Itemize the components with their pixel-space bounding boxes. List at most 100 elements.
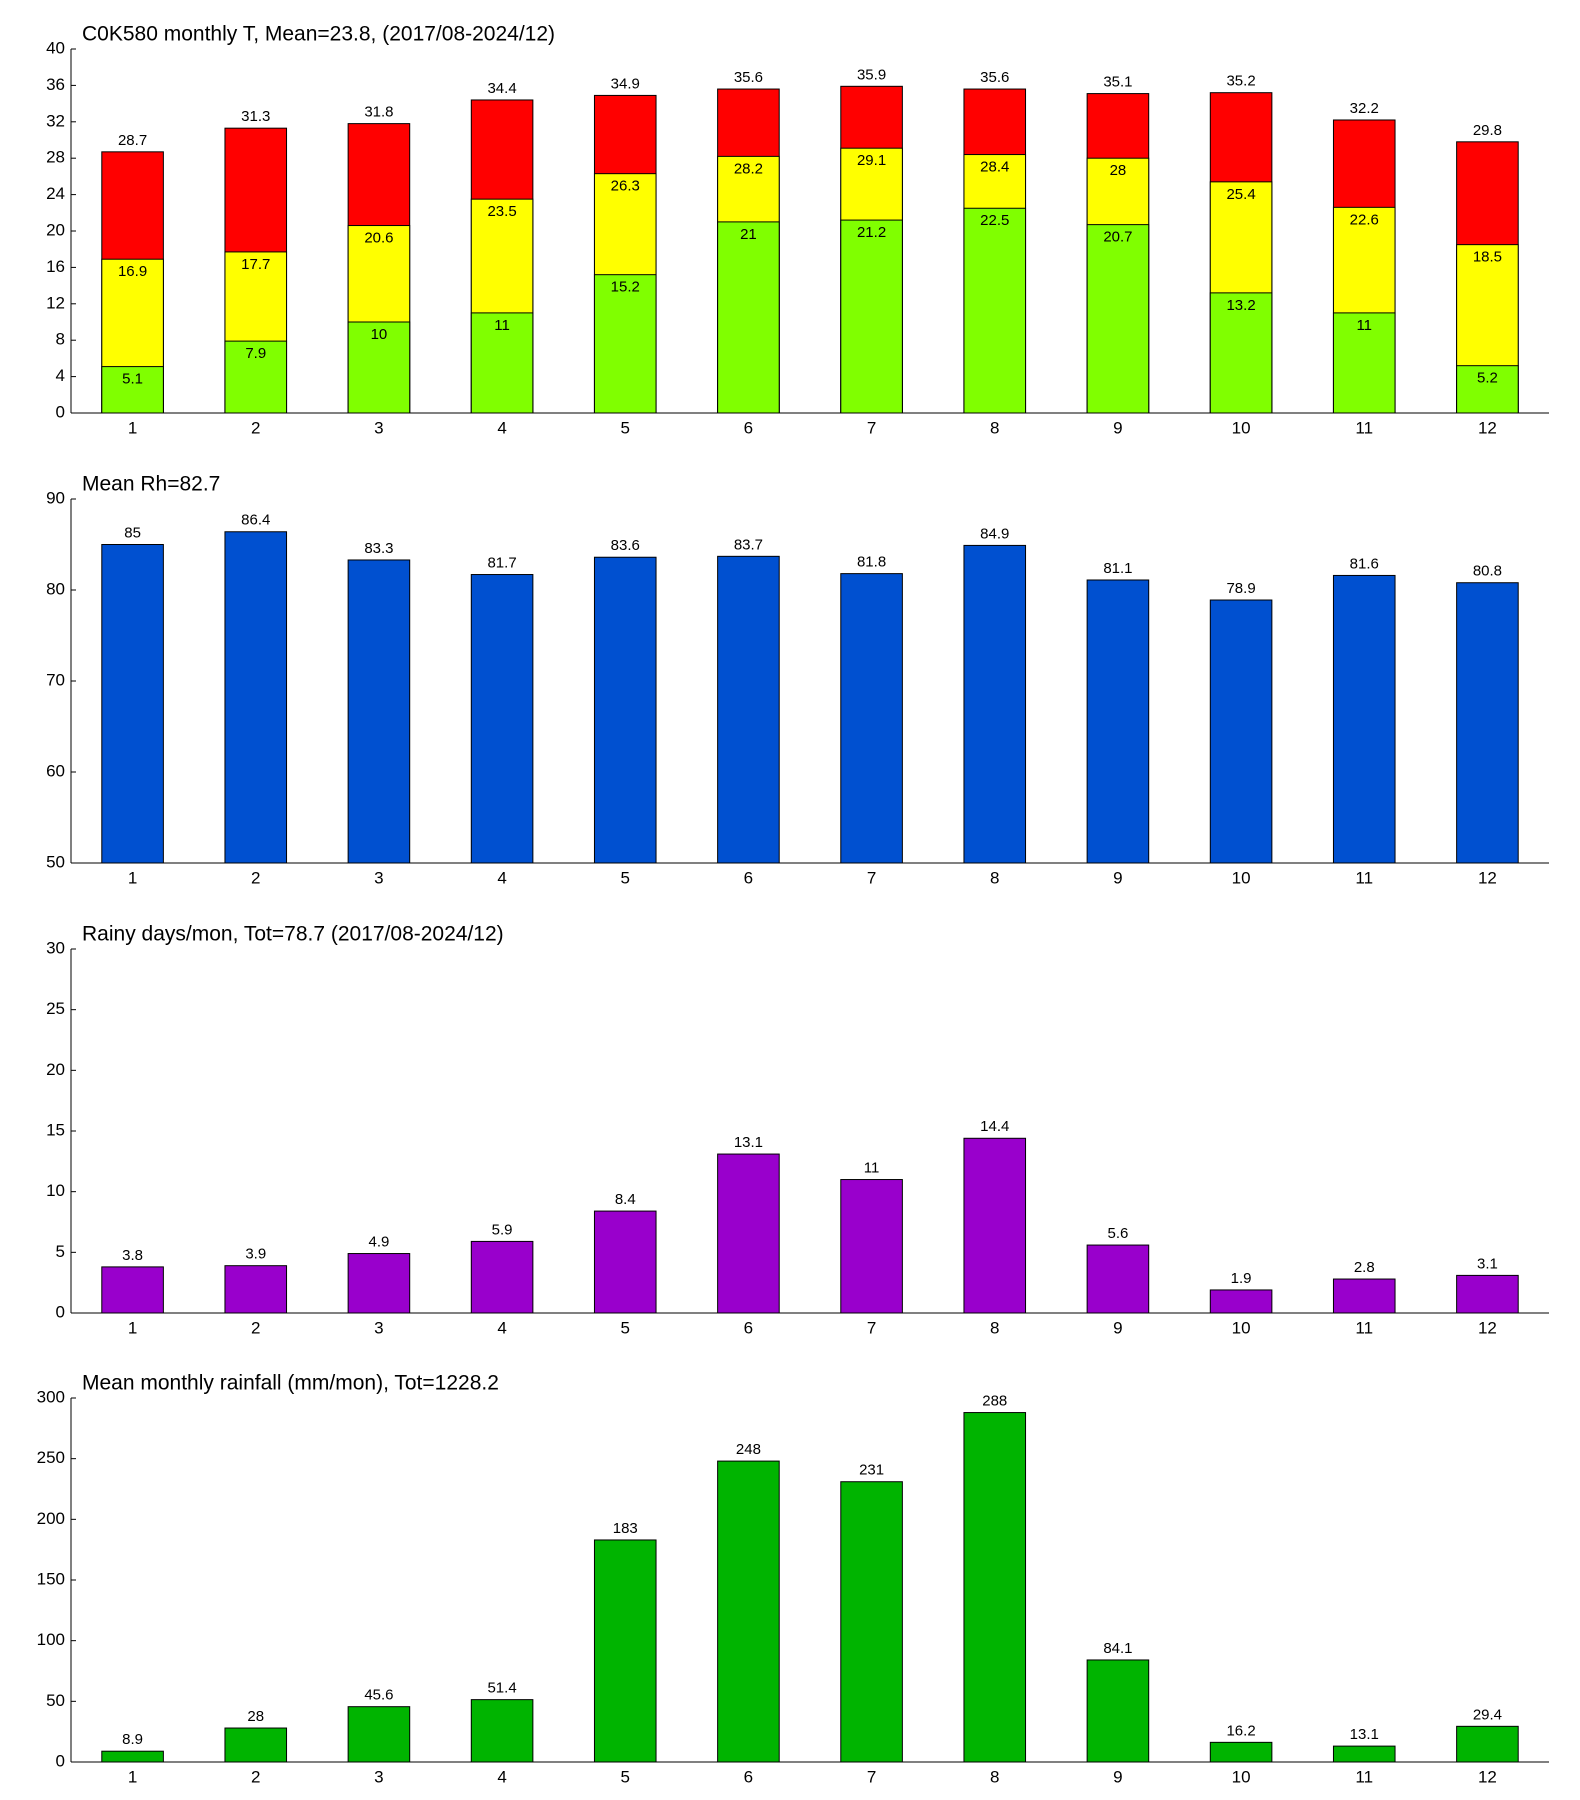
value-label: 51.4 xyxy=(487,1680,516,1697)
y-tick-label: 4 xyxy=(56,366,65,385)
value-label: 10 xyxy=(371,326,388,343)
value-label: 35.6 xyxy=(980,69,1009,86)
value-label: 25.4 xyxy=(1226,186,1255,203)
y-tick-label: 60 xyxy=(46,761,65,780)
value-label: 22.6 xyxy=(1350,211,1379,228)
y-tick-label: 16 xyxy=(46,257,65,276)
value-label: 29.1 xyxy=(857,152,886,169)
value-label: 14.4 xyxy=(980,1118,1009,1135)
bar xyxy=(840,1481,903,1763)
bar xyxy=(1086,1659,1150,1763)
bar xyxy=(1086,224,1150,414)
x-tick-label: 9 xyxy=(1113,1318,1122,1337)
value-label: 84.9 xyxy=(980,525,1009,542)
x-tick-label: 1 xyxy=(128,1767,137,1786)
bar xyxy=(840,573,903,864)
value-label: 26.3 xyxy=(611,178,640,195)
y-tick-label: 90 xyxy=(46,488,65,507)
value-label: 18.5 xyxy=(1473,249,1502,266)
value-label: 288 xyxy=(982,1393,1007,1410)
y-tick-label: 40 xyxy=(46,38,65,57)
bar xyxy=(224,531,288,864)
y-tick-label: 32 xyxy=(46,111,65,130)
bar xyxy=(840,1179,903,1314)
x-tick-label: 10 xyxy=(1232,1318,1251,1337)
y-tick-label: 28 xyxy=(46,148,65,167)
x-tick-label: 3 xyxy=(374,418,383,437)
value-label: 28.4 xyxy=(980,159,1009,176)
bar xyxy=(1332,1745,1396,1763)
value-label: 1.9 xyxy=(1231,1270,1252,1287)
x-tick-label: 12 xyxy=(1478,418,1497,437)
x-tick-label: 10 xyxy=(1232,868,1251,887)
x-tick-label: 5 xyxy=(621,1767,630,1786)
x-tick-label: 2 xyxy=(251,1318,260,1337)
x-tick-label: 2 xyxy=(251,868,260,887)
x-tick-label: 12 xyxy=(1478,1767,1497,1786)
x-tick-label: 7 xyxy=(867,418,876,437)
value-label: 16.2 xyxy=(1226,1722,1255,1739)
value-label: 85 xyxy=(124,524,141,541)
value-label: 81.8 xyxy=(857,554,886,571)
x-tick-label: 11 xyxy=(1355,1318,1373,1337)
x-tick-label: 1 xyxy=(128,418,137,437)
y-tick-label: 12 xyxy=(46,293,65,312)
value-label: 21.2 xyxy=(857,224,886,241)
y-tick-label: 10 xyxy=(46,1181,65,1200)
y-tick-label: 50 xyxy=(46,852,65,871)
value-label: 5.1 xyxy=(122,371,143,388)
bar xyxy=(1456,1725,1519,1763)
y-tick-label: 24 xyxy=(46,184,65,203)
value-label: 21 xyxy=(740,226,757,243)
value-label: 3.1 xyxy=(1477,1255,1498,1272)
x-tick-label: 2 xyxy=(251,1767,260,1786)
x-tick-label: 4 xyxy=(497,1318,506,1337)
chart-title: Rainy days/mon, Tot=78.7 (2017/08-2024/1… xyxy=(82,923,504,946)
bar xyxy=(963,1412,1027,1763)
bar xyxy=(963,207,1027,414)
value-label: 45.6 xyxy=(364,1687,393,1704)
bar xyxy=(1209,1741,1273,1763)
value-label: 2.8 xyxy=(1354,1259,1375,1276)
bar xyxy=(101,544,164,864)
value-label: 29.8 xyxy=(1473,122,1502,139)
y-tick-label: 70 xyxy=(46,670,65,689)
value-label: 231 xyxy=(859,1462,884,1479)
value-label: 31.3 xyxy=(241,108,270,125)
bar xyxy=(1209,599,1273,864)
x-tick-label: 7 xyxy=(867,868,876,887)
value-label: 83.3 xyxy=(364,540,393,557)
x-tick-label: 3 xyxy=(374,1767,383,1786)
x-tick-label: 7 xyxy=(867,1318,876,1337)
x-tick-label: 6 xyxy=(744,1767,753,1786)
value-label: 8.9 xyxy=(122,1731,143,1748)
x-tick-label: 6 xyxy=(744,868,753,887)
value-label: 31.8 xyxy=(364,104,393,121)
x-tick-label: 8 xyxy=(990,1318,999,1337)
bar xyxy=(470,1240,534,1314)
value-label: 81.1 xyxy=(1103,560,1132,577)
x-tick-label: 3 xyxy=(374,868,383,887)
x-tick-label: 5 xyxy=(621,418,630,437)
value-label: 34.9 xyxy=(611,75,640,92)
chart-title: Mean Rh=82.7 xyxy=(82,473,220,496)
bar xyxy=(840,219,903,414)
value-label: 15.2 xyxy=(611,279,640,296)
bar xyxy=(470,1699,534,1763)
value-label: 183 xyxy=(613,1520,638,1537)
y-tick-label: 25 xyxy=(46,999,65,1018)
bar xyxy=(1086,579,1150,864)
value-label: 83.6 xyxy=(611,537,640,554)
x-tick-label: 9 xyxy=(1113,868,1122,887)
value-label: 5.6 xyxy=(1107,1225,1128,1242)
value-label: 83.7 xyxy=(734,536,763,553)
y-tick-label: 0 xyxy=(56,1302,65,1321)
x-tick-label: 8 xyxy=(990,1767,999,1786)
value-label: 34.4 xyxy=(487,80,516,97)
bar xyxy=(470,574,534,864)
value-label: 35.9 xyxy=(857,66,886,83)
y-tick-label: 50 xyxy=(46,1691,65,1710)
y-tick-label: 0 xyxy=(56,1751,65,1770)
value-label: 35.6 xyxy=(734,69,763,86)
